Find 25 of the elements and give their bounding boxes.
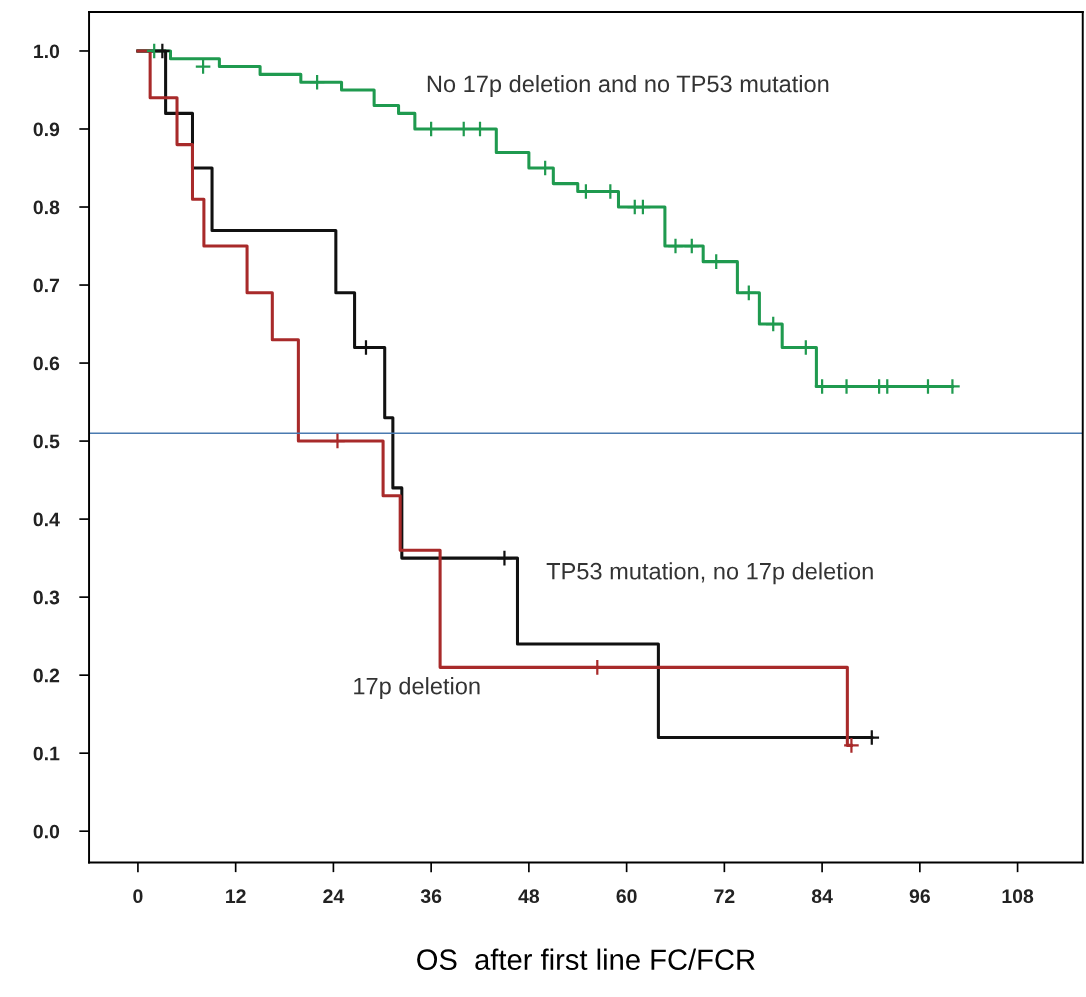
- x-tick-label: 84: [811, 889, 833, 904]
- y-tick-label: 0.7: [33, 278, 60, 293]
- x-tick-label: 96: [909, 889, 930, 904]
- series-label: No 17p deletion and no TP53 mutation: [427, 74, 829, 97]
- series-label: 17p deletion: [354, 677, 480, 700]
- y-tick-label: 0.0: [33, 824, 60, 839]
- y-tick-label: 0.4: [33, 512, 60, 527]
- y-tick-label: 0.5: [33, 434, 60, 449]
- y-tick-label: 0.2: [33, 668, 60, 683]
- x-tick-label: 0: [133, 889, 143, 904]
- y-tick-label: 0.9: [33, 122, 60, 137]
- x-tick-label: 48: [518, 889, 540, 904]
- x-tick-label: 60: [616, 889, 637, 904]
- y-tick-label: 0.6: [33, 356, 60, 371]
- y-tick-label: 0.8: [33, 200, 60, 215]
- x-tick-label: 72: [714, 889, 735, 903]
- x-tick-label: 108: [1002, 889, 1034, 904]
- x-axis-title: OS after first line FC/FCR: [417, 948, 755, 971]
- y-tick-label: 0.1: [33, 746, 60, 761]
- x-tick-label: 24: [323, 889, 345, 903]
- series-label: TP53 mutation, no 17p deletion: [546, 562, 873, 585]
- y-tick-label: 1.0: [34, 44, 60, 59]
- x-tick-label: 36: [420, 889, 442, 904]
- y-tick-label: 0.3: [33, 590, 60, 605]
- x-tick-label: 12: [226, 889, 246, 903]
